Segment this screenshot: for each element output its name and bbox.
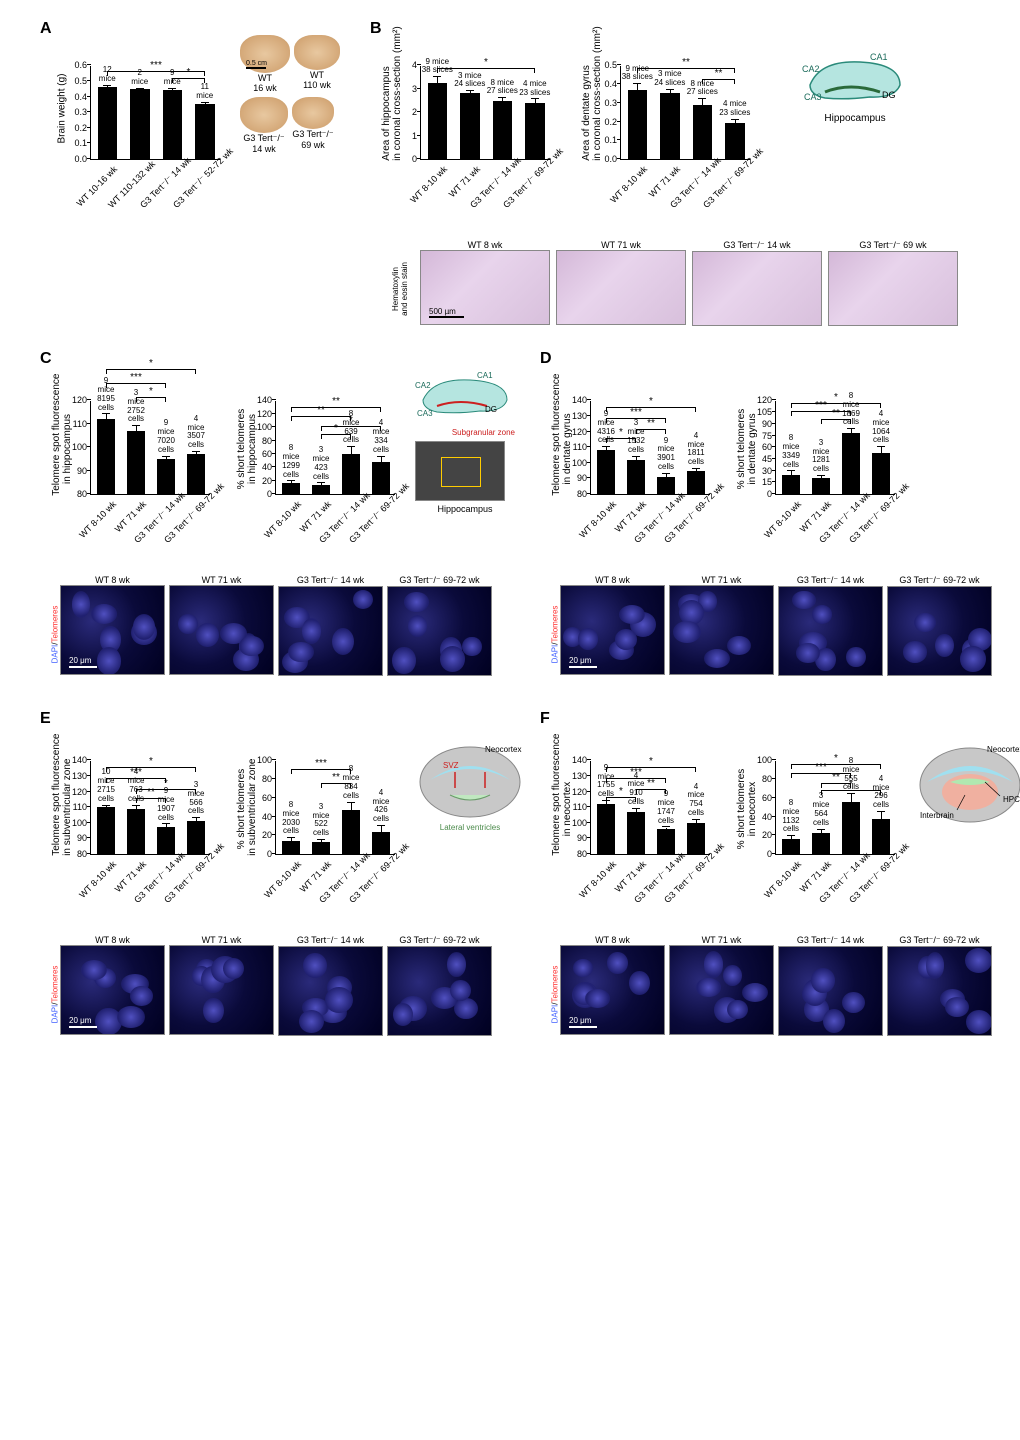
panel-f-fluor: WT 8 wk20 μmWT 71 wkG3 Tert⁻/⁻ 14 wkG3 T… [560,935,992,1039]
svg-text:Neocortex: Neocortex [485,745,521,754]
panel-e-chart1: 809010011012013014010mice2715cellsWT 8-1… [90,725,210,855]
figure: A 0.00.10.20.30.40.50.612miceWT 10-16 wk… [20,20,1000,1420]
svg-text:CA1: CA1 [477,371,493,380]
panel-b-chart2: 0.00.10.20.30.40.59 mice38 slicesWT 8-10… [620,30,750,160]
svg-text:CA3: CA3 [417,409,433,418]
panel-b-histology: WT 8 wk500 µm WT 71 wk G3 Tert⁻/⁻ 14 wk … [420,240,958,329]
panel-f-diagram: Neocortex Interbrain HPC [915,740,1020,828]
hippo-diagram: CA1 CA2 CA3 DG Hippocampus [800,50,910,124]
svg-text:SVZ: SVZ [443,761,459,770]
panel-b-label: B [370,20,382,38]
panel-c-label: C [40,350,52,368]
svg-text:CA2: CA2 [802,64,820,74]
panel-f-label: F [540,710,550,728]
panel-a-label: A [40,20,52,38]
panel-c-diagram: CA1 CA2 CA3 DG Subgranular zone Hippocam… [415,370,515,514]
panel-c-chart1: 80901001101209mice8195cellsWT 8-10 wk3mi… [90,365,210,495]
panel-a-chart: 0.00.10.20.30.40.50.612miceWT 10-16 wk2m… [90,30,220,160]
svg-text:Interbrain: Interbrain [920,811,954,820]
panel-e-chart2: 0204060801008mice2030cellsWT 8-10 wk3mic… [275,725,395,855]
svg-text:HPC: HPC [1003,795,1020,804]
panel-f-chart2: 0204060801008mice1132cellsWT 8-10 wk3mic… [775,725,895,855]
panel-c-chart2: 0204060801001201408mice1299cellsWT 8-10 … [275,365,395,495]
panel-d-chart1: 80901001101201301409mice4316cellsWT 8-10… [590,365,710,495]
panel-f-chart1: 80901001101201301409mice1755cellsWT 8-10… [590,725,710,855]
svg-text:DG: DG [882,90,896,100]
svg-text:CA1: CA1 [870,52,888,62]
panel-b-chart1: 012349 mice38 slicesWT 8-10 wk3 mice24 s… [420,30,550,160]
svg-text:DG: DG [485,405,497,414]
svg-text:CA3: CA3 [804,92,822,102]
histo-side-label: Hematoxylinand eosin stain [391,249,409,329]
panel-d-label: D [540,350,552,368]
panel-e-label: E [40,710,51,728]
panel-d-fluor: WT 8 wk20 μmWT 71 wkG3 Tert⁻/⁻ 14 wkG3 T… [560,575,992,679]
svg-text:CA2: CA2 [415,381,431,390]
panel-d-chart2: 01530456075901051208mice3349cellsWT 8-10… [775,365,895,495]
svg-text:Neocortex: Neocortex [987,745,1020,754]
panel-e-diagram: SVZ Neocortex Lateral ventricles [415,740,525,832]
panel-a-brains: 0.5 cmWT16 wk WT110 wk G3 Tert⁻/⁻14 wk G… [240,35,340,154]
panel-e-fluor: WT 8 wk20 μmWT 71 wkG3 Tert⁻/⁻ 14 wkG3 T… [60,935,492,1039]
panel-c-fluor: WT 8 wk20 μmWT 71 wkG3 Tert⁻/⁻ 14 wkG3 T… [60,575,492,679]
